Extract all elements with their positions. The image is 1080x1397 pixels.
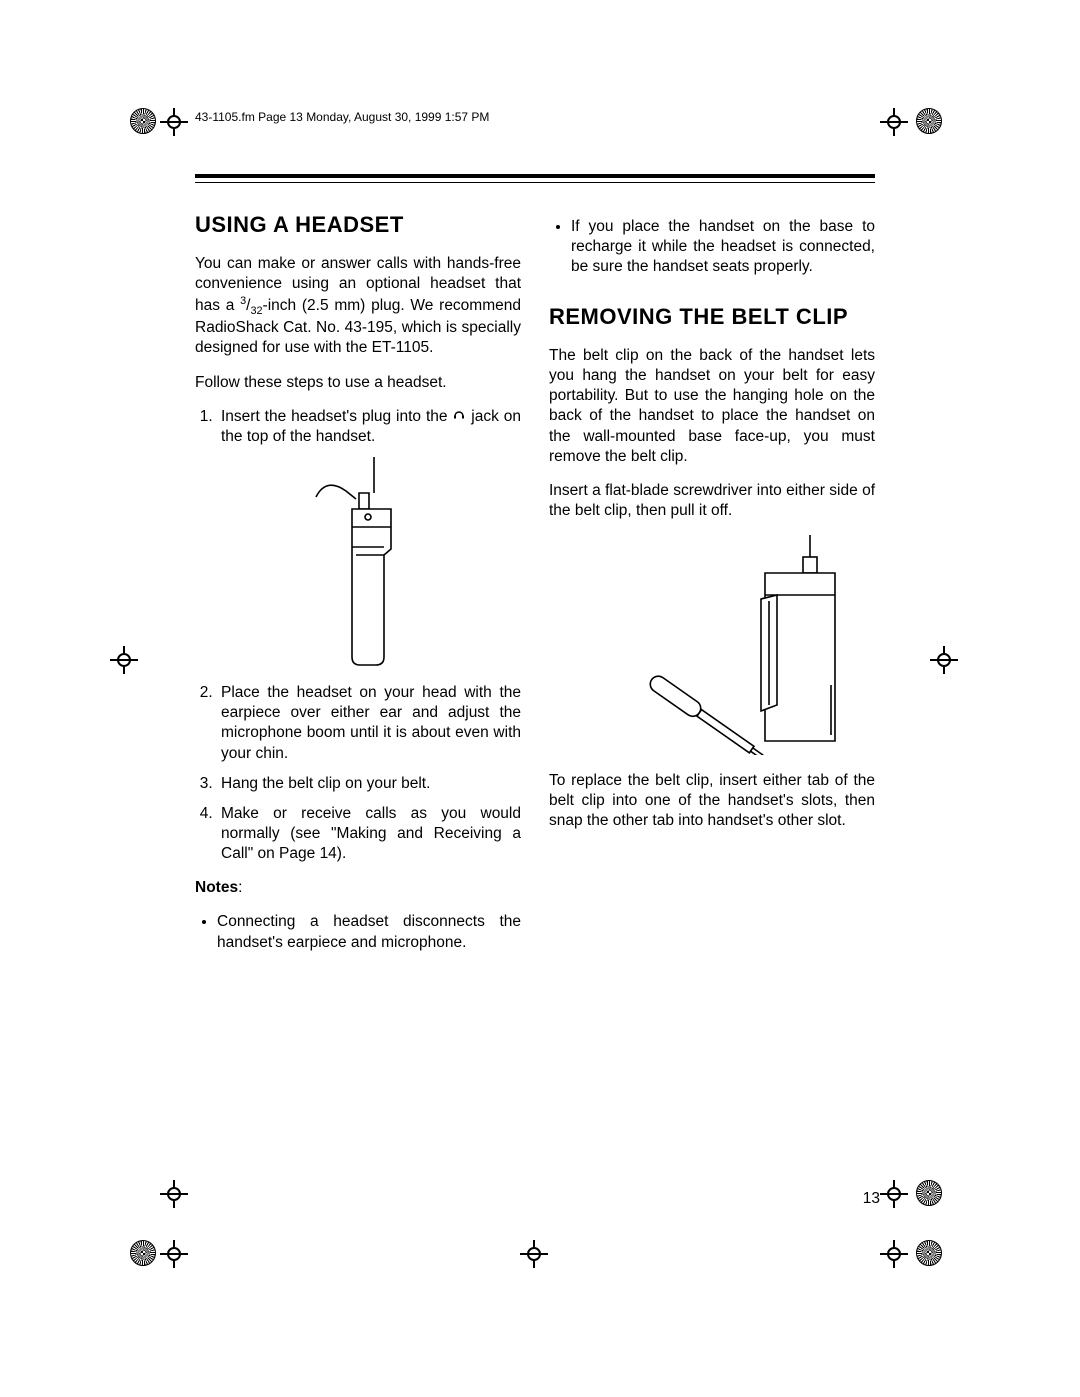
running-header: 43-1105.fm Page 13 Monday, August 30, 19… (195, 110, 875, 124)
illustration-remove-belt-clip (635, 535, 875, 755)
headset-follow-steps: Follow these steps to use a headset. (195, 373, 521, 393)
crop-mark (880, 1240, 908, 1268)
crop-mark (916, 108, 942, 134)
left-column: USING A HEADSET You can make or answer c… (195, 211, 521, 967)
crop-mark (880, 108, 908, 136)
crop-mark (880, 1180, 908, 1208)
two-column-layout: USING A HEADSET You can make or answer c… (195, 211, 875, 967)
text: Notes (195, 879, 238, 896)
beltclip-p3: To replace the belt clip, insert either … (549, 771, 875, 831)
text: Insert the headset's plug into the (221, 408, 452, 425)
crop-mark (130, 108, 156, 134)
crop-mark (916, 1240, 942, 1266)
notes-list-continued: If you place the handset on the base to … (549, 217, 875, 277)
heading-removing-belt-clip: REMOVING THE BELT CLIP (549, 303, 875, 332)
beltclip-p1: The belt clip on the back of the handset… (549, 346, 875, 467)
frac-den: 32 (250, 305, 262, 317)
note-1: Connecting a headset disconnects the han… (217, 912, 521, 952)
notes-label: Notes: (195, 878, 521, 898)
step-4: Make or receive calls as you would norma… (217, 804, 521, 864)
headset-intro: You can make or answer calls with hands-… (195, 254, 521, 359)
crop-mark (520, 1240, 548, 1268)
heading-using-headset: USING A HEADSET (195, 211, 521, 240)
step-1: Insert the headset's plug into the jack … (217, 407, 521, 667)
crop-mark (160, 1180, 188, 1208)
notes-list: Connecting a headset disconnects the han… (195, 912, 521, 952)
headset-steps-list: Insert the headset's plug into the jack … (195, 407, 521, 865)
divider-thick (195, 174, 875, 178)
step-3: Hang the belt clip on your belt. (217, 774, 521, 794)
crop-mark (930, 646, 958, 674)
step-2: Place the headset on your head with the … (217, 683, 521, 764)
crop-mark (160, 1240, 188, 1268)
fraction: 3/32 (240, 297, 262, 314)
crop-mark (130, 1240, 156, 1266)
frac-num: 3 (240, 295, 246, 307)
crop-mark (110, 646, 138, 674)
crop-mark (916, 1180, 942, 1206)
crop-mark (160, 108, 188, 136)
headset-jack-icon (452, 407, 466, 427)
page-number: 13 (863, 1190, 880, 1208)
note-2: If you place the handset on the base to … (571, 217, 875, 277)
beltclip-p2: Insert a flat-blade screwdriver into eit… (549, 481, 875, 521)
illustration-handset-headset (296, 457, 446, 667)
divider-thin (195, 182, 875, 183)
right-column: If you place the handset on the base to … (549, 211, 875, 967)
page-content: 43-1105.fm Page 13 Monday, August 30, 19… (195, 110, 875, 967)
